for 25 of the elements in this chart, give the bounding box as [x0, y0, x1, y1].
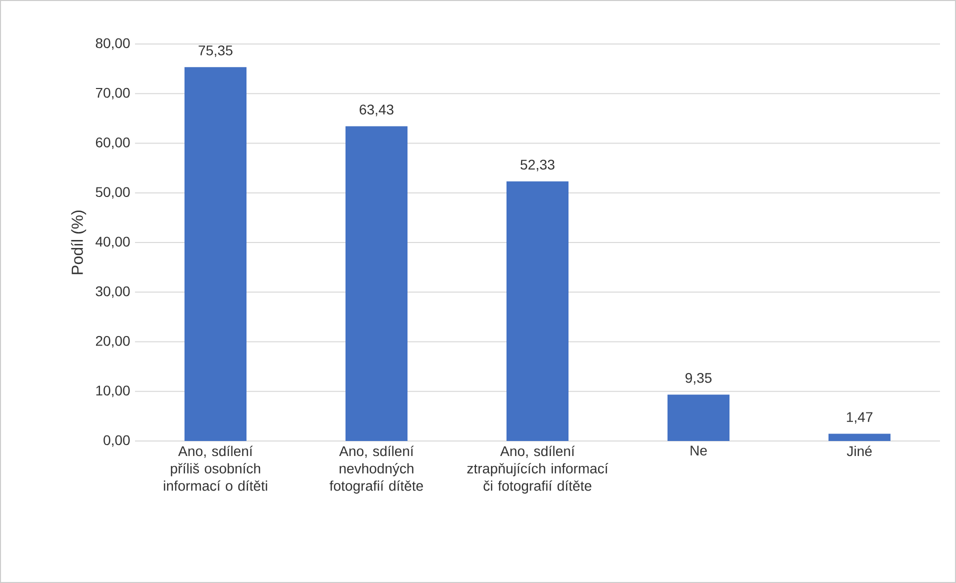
y-axis-title: Podíl (%): [71, 210, 86, 274]
y-tick-label: 50,00: [96, 187, 130, 199]
data-label: 75,35: [198, 45, 232, 58]
bar: [346, 126, 408, 442]
y-tick-label: 40,00: [96, 236, 130, 248]
x-tick-label: Ano, sdílení nevhodných fotografií dítěte: [330, 446, 423, 494]
data-label: 52,33: [520, 160, 554, 172]
data-label: 1,47: [846, 412, 872, 424]
data-label: 9,35: [686, 373, 712, 385]
y-tick-label: 10,00: [96, 386, 130, 398]
y-tick-label: 30,00: [96, 286, 130, 298]
x-tick-label: Ano, sdílení ztrapňujících informací či fotografií dítěte: [467, 446, 608, 494]
data-label: 63,43: [360, 104, 394, 116]
x-tick-label: Ano, sdílení příliš osobních informací o dítěti: [164, 446, 268, 491]
bar: [668, 394, 730, 442]
y-tick-label: 80,00: [96, 38, 130, 50]
y-tick-label: 70,00: [96, 88, 130, 100]
bar: [828, 434, 890, 442]
x-tick-label: Ne: [690, 446, 707, 456]
bar: [184, 67, 246, 442]
y-tick-label: 0,00: [104, 435, 130, 447]
y-tick-label: 20,00: [96, 336, 130, 348]
x-tick-label: Jiné: [846, 446, 872, 456]
y-tick-label: 60,00: [96, 137, 130, 150]
bar: [506, 181, 569, 442]
